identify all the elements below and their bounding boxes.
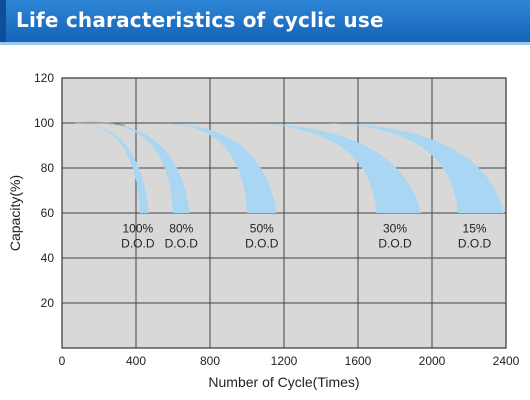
plot-border [61, 77, 507, 349]
x-tick-label: 1600 [345, 354, 372, 368]
y-tick-label: 80 [41, 161, 55, 175]
grid-lines [62, 78, 506, 348]
dod-label-unit: D.O.D [121, 237, 155, 251]
y-tick-label: 120 [34, 71, 54, 85]
title-accent-bar [0, 0, 6, 42]
dod-band-1 [74, 123, 149, 213]
y-axis-title: Capacity(%) [7, 175, 23, 251]
dod-label-percent: 80% [169, 222, 193, 236]
x-tick-label: 1200 [271, 354, 298, 368]
dod-label-unit: D.O.D [378, 237, 412, 251]
y-tick-label: 20 [41, 296, 55, 310]
y-tick-label: 40 [41, 251, 55, 265]
x-axis-title: Number of Cycle(Times) [208, 374, 359, 390]
dod-label-percent: 100% [122, 222, 153, 236]
x-tick-label: 2400 [493, 354, 520, 368]
dod-band-4 [239, 123, 421, 213]
title-banner: Life characteristics of cyclic use [0, 0, 530, 42]
x-tick-label: 400 [126, 354, 146, 368]
dod-label-unit: D.O.D [165, 237, 199, 251]
dod-label-percent: 30% [383, 222, 407, 236]
x-tick-label: 2000 [419, 354, 446, 368]
x-tick-label: 0 [59, 354, 66, 368]
dod-label-percent: 15% [463, 222, 487, 236]
dod-band-3 [160, 123, 277, 213]
series-bands [74, 121, 505, 213]
y-tick-label: 100 [34, 116, 54, 130]
dod-label-unit: D.O.D [245, 237, 279, 251]
chart-heading: Life characteristics of cyclic use [16, 8, 384, 32]
dod-band-5 [317, 123, 505, 213]
dod-band-2 [95, 123, 190, 213]
series-labels: 100%D.O.D80%D.O.D50%D.O.D30%D.O.D15%D.O.… [121, 222, 491, 251]
dod-label-unit: D.O.D [458, 237, 492, 251]
y-tick-label: 60 [41, 206, 55, 220]
dod-label-percent: 50% [250, 222, 274, 236]
y-tick-labels: 20 40 60 80 100 120 [34, 71, 54, 310]
x-tick-label: 800 [200, 354, 220, 368]
x-tick-labels: 0 400 800 1200 1600 2000 2400 [59, 354, 520, 368]
initial-capacity-curve [74, 121, 126, 126]
title-divider [0, 42, 530, 45]
